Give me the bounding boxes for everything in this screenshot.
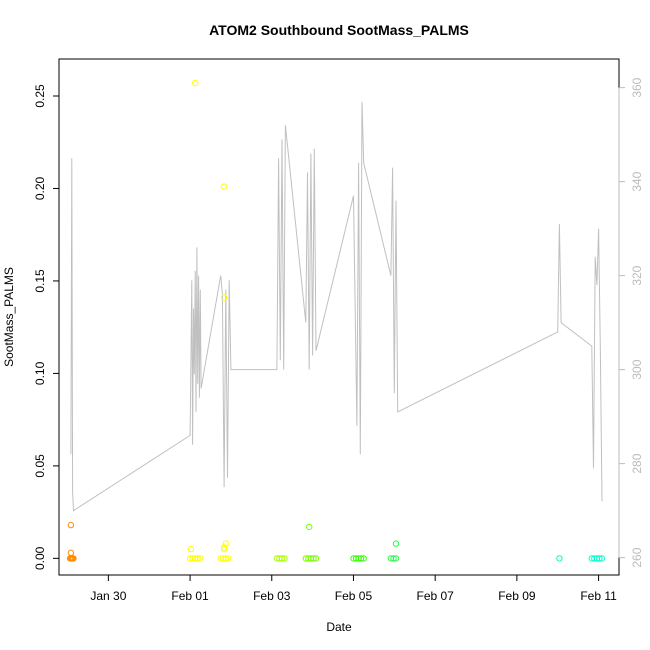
points-group bbox=[66, 79, 606, 562]
right-y-tick-label: 300 bbox=[630, 359, 644, 379]
y-tick-label: 0.00 bbox=[33, 546, 47, 570]
y-tick-label: 0.25 bbox=[33, 84, 47, 108]
right-y-tick-label: 360 bbox=[630, 77, 644, 97]
data-point bbox=[306, 523, 313, 531]
y-tick-label: 0.15 bbox=[33, 269, 47, 293]
right-y-tick-label: 340 bbox=[630, 171, 644, 191]
data-point bbox=[390, 555, 397, 562]
x-tick-label: Feb 09 bbox=[498, 589, 536, 603]
x-tick-label: Feb 01 bbox=[171, 589, 209, 603]
data-point bbox=[278, 555, 286, 562]
x-tick-label: Feb 11 bbox=[580, 589, 617, 603]
data-point bbox=[357, 555, 365, 562]
data-point bbox=[312, 555, 320, 562]
right-y-tick-label: 260 bbox=[630, 547, 644, 567]
data-point bbox=[281, 555, 288, 562]
x-tick-label: Feb 05 bbox=[335, 589, 373, 603]
data-point bbox=[360, 555, 367, 562]
data-point bbox=[220, 183, 228, 190]
data-point bbox=[222, 555, 230, 562]
series-line-group bbox=[70, 101, 603, 512]
y-tick-label: 0.05 bbox=[33, 454, 47, 478]
data-point bbox=[192, 79, 199, 87]
x-tick-label: Jan 30 bbox=[90, 589, 126, 603]
data-point bbox=[67, 549, 75, 556]
y-tick-label: 0.20 bbox=[33, 176, 47, 200]
right-y-tick-label: 280 bbox=[630, 453, 644, 473]
data-point bbox=[225, 555, 232, 562]
y-axis-right: 260 280 300 320 340 360 bbox=[618, 77, 644, 568]
data-point bbox=[220, 545, 228, 553]
data-point bbox=[596, 555, 603, 562]
data-point bbox=[194, 555, 201, 562]
right-y-tick-label: 320 bbox=[630, 265, 644, 285]
y-tick-label: 0.10 bbox=[33, 361, 47, 385]
x-tick-label: Feb 07 bbox=[416, 589, 454, 603]
data-point bbox=[70, 555, 77, 562]
data-point bbox=[310, 555, 317, 562]
data-point bbox=[197, 555, 204, 562]
data-point bbox=[392, 540, 400, 547]
series-line bbox=[70, 101, 603, 512]
data-point bbox=[187, 545, 195, 553]
data-point bbox=[67, 521, 75, 529]
data-point bbox=[222, 540, 230, 547]
data-point bbox=[220, 294, 228, 301]
y-axis: 0.00 0.05 0.10 0.15 0.20 0.25 bbox=[33, 84, 59, 570]
plot-frame bbox=[58, 58, 620, 576]
x-axis: Jan 30 Feb 01 Feb 03 Feb 05 Feb 07 Feb 09 Feb … bbox=[90, 574, 617, 603]
x-tick-label: Feb 03 bbox=[253, 589, 291, 603]
data-point bbox=[220, 544, 228, 551]
x-axis-label: Date bbox=[326, 620, 352, 634]
data-point bbox=[556, 555, 563, 562]
chart-title: ATOM2 Southbound SootMass_PALMS bbox=[209, 22, 469, 38]
data-point bbox=[392, 555, 400, 562]
data-point bbox=[598, 555, 606, 562]
y-axis-label: SootMass_PALMS bbox=[2, 267, 16, 367]
